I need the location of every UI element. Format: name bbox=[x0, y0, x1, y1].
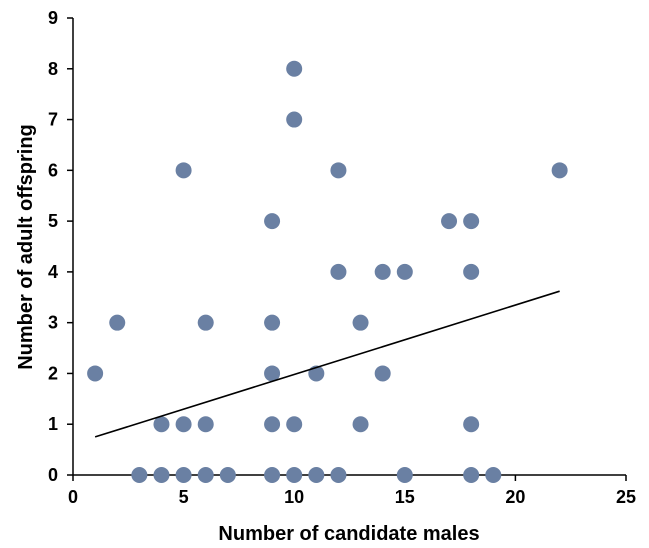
data-point bbox=[374, 263, 391, 280]
data-point bbox=[374, 365, 391, 382]
data-point bbox=[264, 213, 281, 230]
data-point bbox=[175, 467, 192, 483]
y-ticks: 0 1 2 3 4 5 6 7 8 9 bbox=[48, 8, 73, 485]
data-point bbox=[463, 213, 480, 230]
y-tick-label: 4 bbox=[48, 262, 58, 282]
data-point bbox=[197, 314, 214, 331]
data-point bbox=[153, 467, 170, 483]
x-tick-label: 25 bbox=[616, 487, 636, 507]
x-axis-title: Number of candidate males bbox=[218, 523, 479, 545]
data-point bbox=[286, 60, 303, 77]
y-tick-label: 5 bbox=[48, 211, 58, 231]
axes: 0 1 2 3 4 5 6 7 8 9 0 5 10 15 20 25 bbox=[48, 8, 636, 507]
y-tick-label: 2 bbox=[48, 363, 58, 383]
data-point bbox=[197, 416, 214, 433]
x-tick-label: 10 bbox=[284, 487, 304, 507]
y-axis-title: Number of adult offspring bbox=[15, 124, 37, 370]
x-tick-label: 15 bbox=[395, 487, 415, 507]
data-point bbox=[131, 467, 148, 483]
data-point bbox=[352, 416, 369, 433]
data-point bbox=[330, 263, 347, 280]
data-point bbox=[551, 162, 568, 179]
y-tick-label: 3 bbox=[48, 313, 58, 333]
data-point bbox=[308, 467, 325, 483]
data-points bbox=[87, 60, 568, 483]
data-point bbox=[286, 111, 303, 128]
data-point bbox=[153, 416, 170, 433]
x-tick-label: 0 bbox=[68, 487, 78, 507]
data-point bbox=[352, 314, 369, 331]
data-point bbox=[197, 467, 214, 483]
trendline bbox=[94, 290, 560, 438]
y-tick-label: 1 bbox=[48, 414, 58, 434]
y-tick-label: 6 bbox=[48, 160, 58, 180]
y-tick-label: 0 bbox=[48, 465, 58, 485]
data-point bbox=[463, 416, 480, 433]
data-point bbox=[175, 416, 192, 433]
data-point bbox=[264, 314, 281, 331]
x-tick-label: 5 bbox=[179, 487, 189, 507]
data-point bbox=[219, 467, 236, 483]
data-point bbox=[264, 416, 281, 433]
data-point bbox=[396, 467, 413, 483]
x-ticks: 0 5 10 15 20 25 bbox=[68, 475, 636, 507]
data-point bbox=[463, 467, 480, 483]
data-point bbox=[87, 365, 104, 382]
y-tick-label: 9 bbox=[48, 8, 58, 28]
data-point bbox=[175, 162, 192, 179]
data-point bbox=[330, 467, 347, 483]
y-tick-label: 8 bbox=[48, 59, 58, 79]
data-point bbox=[264, 365, 281, 382]
data-point bbox=[109, 314, 126, 331]
data-point bbox=[485, 467, 502, 483]
data-point bbox=[330, 162, 347, 179]
y-tick-label: 7 bbox=[48, 110, 58, 130]
data-point bbox=[286, 416, 303, 433]
data-point bbox=[463, 263, 480, 280]
data-point bbox=[396, 263, 413, 280]
data-point bbox=[286, 467, 303, 483]
x-tick-label: 20 bbox=[505, 487, 525, 507]
data-point bbox=[441, 213, 458, 230]
data-point bbox=[264, 467, 281, 483]
